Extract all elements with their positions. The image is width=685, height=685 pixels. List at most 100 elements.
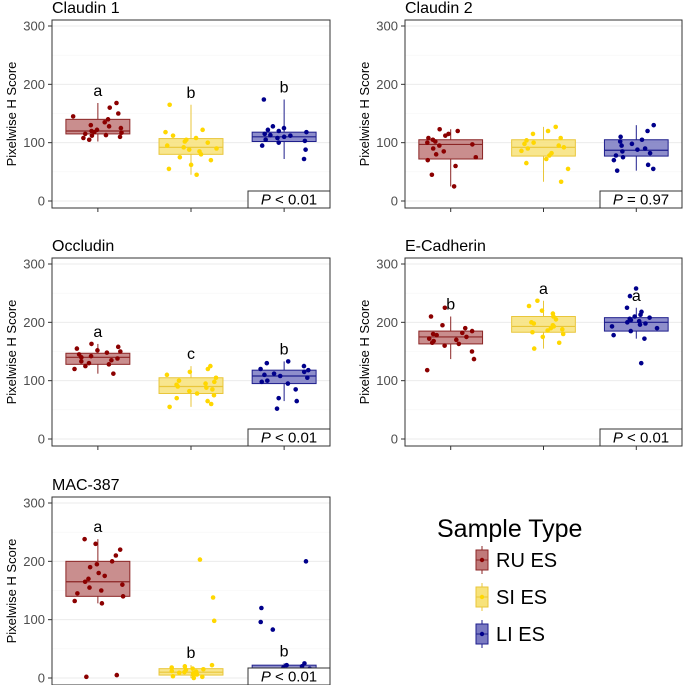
panel-title: MAC-387 <box>52 477 120 494</box>
data-point <box>639 137 645 143</box>
y-axis-label: Pixelwise H Score <box>4 300 19 405</box>
box-si-es: a <box>511 281 576 450</box>
y-tick-label: 200 <box>376 77 398 92</box>
data-point <box>197 149 202 154</box>
data-point <box>524 138 529 143</box>
panel-claudin-2: Claudin 2 0 100 200 300 Pixelwise H Score P = … <box>357 0 683 212</box>
significance-letter: b <box>446 297 455 314</box>
data-point <box>628 328 634 334</box>
data-point <box>176 378 182 383</box>
data-point <box>611 332 616 338</box>
data-point <box>637 322 643 327</box>
data-point <box>211 392 217 398</box>
y-tick-label: 0 <box>391 432 398 447</box>
data-point <box>654 325 660 331</box>
data-point <box>632 314 637 319</box>
data-point <box>258 366 263 372</box>
legend-item-li-es: LI ES <box>475 620 545 648</box>
data-point <box>86 137 92 143</box>
data-point <box>543 156 549 162</box>
data-point <box>262 131 268 137</box>
data-point <box>79 359 84 364</box>
data-point <box>86 360 92 366</box>
data-point <box>302 138 308 144</box>
data-point <box>96 570 101 576</box>
box-li-es: b <box>251 559 317 681</box>
data-point <box>647 150 653 156</box>
data-point <box>259 605 264 611</box>
data-point <box>82 131 88 137</box>
panel-border <box>51 19 331 209</box>
data-point <box>425 157 431 163</box>
data-point <box>88 122 94 128</box>
data-point <box>98 588 104 593</box>
data-point <box>618 134 623 140</box>
data-point <box>75 591 80 596</box>
data-point <box>84 674 89 680</box>
data-point <box>442 343 447 348</box>
y-tick-label: 300 <box>23 496 45 511</box>
y-axis-label: Pixelwise H Score <box>357 62 372 167</box>
data-point <box>114 100 119 106</box>
data-point <box>613 153 619 158</box>
legend-key-point <box>479 557 485 563</box>
data-point <box>271 371 277 376</box>
data-point <box>258 619 264 625</box>
p-value-box: P < 0.01 <box>247 428 331 447</box>
data-point <box>259 143 265 148</box>
data-point <box>114 672 120 678</box>
y-tick-label: 0 <box>38 432 45 447</box>
data-point <box>638 360 644 366</box>
data-point <box>302 661 307 666</box>
data-point <box>72 366 77 372</box>
panel-border <box>51 257 331 447</box>
data-point <box>625 320 630 325</box>
data-point <box>95 348 100 353</box>
data-point <box>460 330 465 336</box>
panel-title: E-Cadherin <box>405 238 486 255</box>
data-point <box>556 143 562 148</box>
legend-key-point <box>479 594 485 600</box>
data-point <box>270 627 276 632</box>
data-point <box>531 346 537 351</box>
panel-title: Claudin 2 <box>405 0 473 17</box>
panel-mac-387: MAC-387 0 100 200 300 Pixelwise H Score a b b P <… <box>4 477 331 685</box>
data-point <box>643 321 648 326</box>
significance-letter: a <box>93 519 102 536</box>
data-point <box>426 135 431 141</box>
y-tick-label: 200 <box>23 77 45 92</box>
data-point <box>462 325 468 331</box>
p-value-text: P < 0.01 <box>261 192 317 209</box>
data-point <box>87 564 93 570</box>
p-value-box: P < 0.01 <box>247 667 331 685</box>
data-point <box>176 670 182 676</box>
data-point <box>620 149 625 154</box>
data-point <box>181 145 186 150</box>
y-tick-label: 0 <box>38 671 45 685</box>
data-point <box>208 157 214 163</box>
y-axis-label: Pixelwise H Score <box>4 539 19 644</box>
data-point <box>163 129 168 135</box>
data-point <box>184 137 189 143</box>
data-point <box>213 375 219 381</box>
data-point <box>194 391 200 396</box>
data-point <box>558 179 564 185</box>
data-point <box>535 298 540 304</box>
p-value-frame <box>247 190 331 209</box>
significance-letter: b <box>280 80 289 97</box>
legend-label: RU ES <box>496 550 557 572</box>
data-point <box>70 114 76 119</box>
data-point <box>186 147 192 152</box>
data-point <box>642 336 647 341</box>
panel-border <box>404 19 683 209</box>
data-point <box>117 547 123 552</box>
data-point <box>455 128 461 134</box>
data-point <box>120 594 126 599</box>
box-ru-es <box>418 126 484 212</box>
data-point <box>633 286 639 291</box>
data-point <box>453 163 458 169</box>
data-point <box>164 372 170 378</box>
data-point <box>469 328 475 334</box>
data-point <box>263 137 268 143</box>
data-point <box>193 669 199 674</box>
